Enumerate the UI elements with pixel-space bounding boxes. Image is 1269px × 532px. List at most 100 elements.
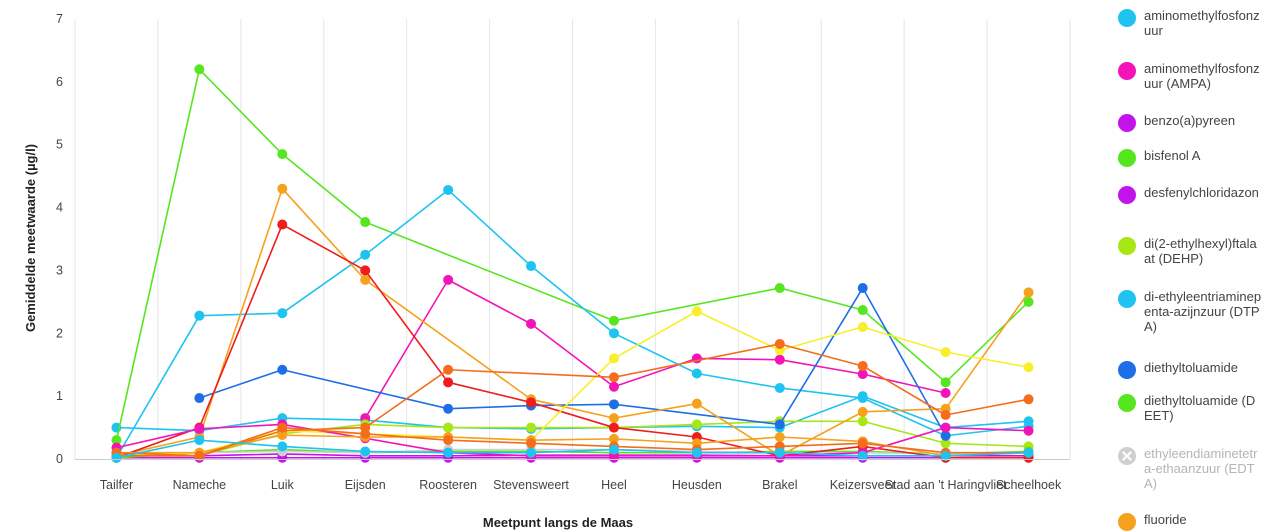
data-point[interactable] (940, 422, 951, 433)
legend-label: bisfenol A (1144, 148, 1201, 163)
data-point[interactable] (277, 219, 288, 230)
data-point[interactable] (1023, 447, 1034, 458)
data-point[interactable] (443, 377, 454, 388)
data-point[interactable] (194, 450, 205, 461)
data-point[interactable] (940, 438, 951, 449)
series-line (364, 279, 946, 419)
data-point[interactable] (691, 398, 702, 409)
data-point[interactable] (1023, 287, 1034, 298)
legend-item[interactable]: bisfenol A (1118, 148, 1268, 167)
data-point[interactable] (526, 318, 537, 329)
data-point[interactable] (857, 450, 868, 461)
data-point[interactable] (111, 452, 122, 463)
data-point[interactable] (360, 265, 371, 276)
legend-item[interactable]: ethyleendiaminetetra-ethaanzuur (EDTA) (1118, 446, 1268, 491)
data-point[interactable] (608, 315, 619, 326)
legend-item[interactable]: benzo(a)pyreen (1118, 113, 1268, 132)
data-point[interactable] (277, 430, 288, 441)
data-point[interactable] (940, 430, 951, 441)
data-point[interactable] (277, 308, 288, 319)
data-point[interactable] (774, 338, 785, 349)
data-point[interactable] (360, 249, 371, 260)
data-point[interactable] (857, 438, 868, 449)
data-point[interactable] (940, 347, 951, 358)
data-point[interactable] (1023, 394, 1034, 405)
data-point[interactable] (194, 423, 205, 434)
data-point[interactable] (857, 360, 868, 371)
legend-item[interactable]: di-ethyleentriaminepenta-azijnzuur (DTPA… (1118, 289, 1268, 334)
data-point[interactable] (1023, 296, 1034, 307)
data-point[interactable] (691, 447, 702, 458)
data-point[interactable] (443, 184, 454, 195)
data-point[interactable] (608, 381, 619, 392)
data-point[interactable] (360, 446, 371, 457)
data-point[interactable] (774, 382, 785, 393)
data-point[interactable] (691, 306, 702, 317)
axes: 0 1 2 3 4 5 6 7 Tailfer Nameche Luik Eijsden Rooster… (56, 12, 1070, 492)
data-point[interactable] (691, 368, 702, 379)
data-point[interactable] (774, 354, 785, 365)
data-point[interactable] (277, 183, 288, 194)
data-point[interactable] (608, 444, 619, 455)
data-point[interactable] (277, 149, 288, 160)
data-point[interactable] (526, 397, 537, 408)
data-point[interactable] (608, 413, 619, 424)
legend-item[interactable]: fluoride (1118, 512, 1268, 531)
data-point[interactable] (443, 364, 454, 375)
data-point[interactable] (526, 261, 537, 272)
data-point[interactable] (691, 419, 702, 430)
data-point[interactable] (940, 450, 951, 461)
data-point[interactable] (360, 428, 371, 439)
data-point[interactable] (608, 399, 619, 410)
data-point[interactable] (194, 393, 205, 404)
data-point[interactable] (940, 377, 951, 388)
series-line (199, 287, 947, 437)
legend-item[interactable]: desfenylchloridazon (1118, 185, 1268, 204)
data-point[interactable] (857, 322, 868, 332)
data-point[interactable] (857, 305, 868, 316)
legend-item[interactable]: di(2-ethylhexyl)ftalaat (DEHP) (1118, 236, 1268, 266)
legend-item[interactable]: diethyltoluamide (DEET) (1118, 393, 1268, 423)
data-point[interactable] (194, 64, 205, 75)
data-point[interactable] (111, 435, 122, 446)
data-point[interactable] (443, 435, 454, 446)
data-point[interactable] (360, 217, 371, 228)
data-point[interactable] (774, 447, 785, 458)
data-point[interactable] (608, 433, 619, 444)
data-point[interactable] (360, 274, 371, 285)
data-point[interactable] (194, 310, 205, 321)
data-point[interactable] (857, 416, 868, 427)
data-point[interactable] (940, 388, 951, 398)
data-point[interactable] (277, 441, 288, 452)
data-point[interactable] (1023, 362, 1034, 373)
data-point[interactable] (774, 283, 785, 294)
legend-item[interactable]: aminomethylfosfonzuur (AMPA) (1118, 61, 1268, 91)
data-point[interactable] (526, 447, 537, 458)
legend-marker-icon (1118, 62, 1136, 80)
data-point[interactable] (857, 369, 868, 380)
data-point[interactable] (443, 274, 454, 285)
data-point[interactable] (277, 364, 288, 375)
data-point[interactable] (443, 422, 454, 433)
data-point[interactable] (940, 410, 951, 420)
data-point[interactable] (857, 406, 868, 417)
data-point[interactable] (194, 435, 205, 446)
data-point[interactable] (526, 438, 537, 449)
data-point[interactable] (526, 422, 537, 433)
data-point[interactable] (774, 419, 785, 430)
data-point[interactable] (608, 372, 619, 383)
data-point[interactable] (857, 393, 868, 404)
data-point[interactable] (774, 432, 785, 442)
y-tick-label: 4 (56, 201, 63, 215)
legend-item[interactable]: aminomethylfosfonzuur (1118, 8, 1268, 38)
data-point[interactable] (277, 422, 288, 433)
data-point[interactable] (608, 422, 619, 433)
data-point[interactable] (443, 403, 454, 414)
data-point[interactable] (1023, 425, 1034, 436)
legend-marker-icon (1118, 186, 1136, 204)
data-point[interactable] (608, 328, 619, 339)
data-point[interactable] (443, 447, 454, 458)
data-point[interactable] (608, 353, 619, 364)
data-point[interactable] (857, 283, 868, 294)
legend-item[interactable]: diethyltoluamide (1118, 360, 1268, 379)
